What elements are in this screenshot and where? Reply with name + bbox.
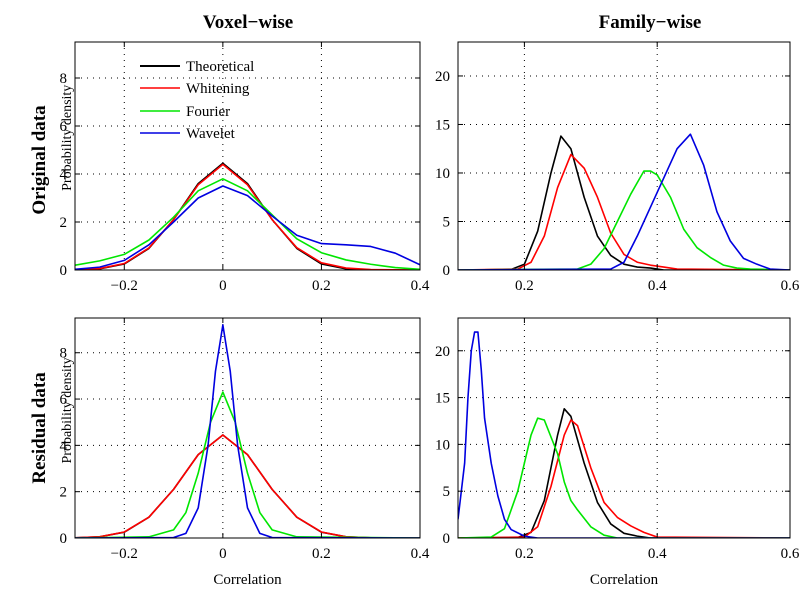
y-tick-label: 10: [435, 166, 450, 182]
y-tick-label: 20: [435, 344, 450, 360]
series-line-whitening: [75, 163, 420, 270]
y-tick-label: 0: [60, 531, 68, 547]
x-tick-label: 0: [219, 546, 227, 562]
y-tick-label: 8: [60, 346, 68, 362]
series-line-theoretical: [75, 162, 420, 270]
series-line-wavelet: [75, 185, 420, 270]
legend-label-theoretical: Theoretical: [186, 59, 254, 75]
axes-frame: [457, 317, 791, 539]
axes-frame: [74, 41, 421, 271]
series-line-fourier: [458, 170, 790, 270]
x-tick-label: 0.4: [648, 278, 667, 294]
x-tick-label: −0.2: [111, 278, 138, 294]
curves-top-right: [458, 133, 790, 270]
y-tick-label: 6: [60, 392, 68, 408]
series-line-wavelet: [458, 133, 790, 270]
y-tick-label: 15: [435, 117, 450, 133]
panel-top-right: 0.2 0.4 0.6 0 5 10 15 20: [435, 41, 800, 294]
panel-bottom-left: −0.2 0 0.2 0.4 0 2 4 6 8 Correlation Probability d…: [60, 317, 430, 588]
series-line-fourier: [458, 417, 790, 538]
series-line-whitening: [458, 153, 790, 270]
series-line-whitening: [75, 434, 420, 538]
legend-label-whitening: Whitening: [186, 81, 250, 97]
series-line-theoretical: [75, 434, 420, 538]
y-tick-label: 4: [60, 438, 68, 454]
legend: Theoretical Whitening Fourier Wavelet: [140, 59, 254, 142]
x-tick-label: 0.2: [515, 278, 534, 294]
curves-bottom-left: [75, 324, 420, 538]
y-axis-label: Probability density: [60, 85, 75, 191]
legend-label-fourier: Fourier: [186, 104, 230, 120]
curves-top-left: [75, 162, 420, 270]
y-tick-label: 4: [60, 167, 68, 183]
y-tick-label: 2: [60, 485, 68, 501]
legend-label-wavelet: Wavelet: [186, 126, 236, 142]
x-tick-label: 0: [219, 278, 227, 294]
panel-bottom-right: 0.2 0.4 0.6 0 5 10 15 20 Correlation: [435, 317, 800, 588]
y-tick-label: 5: [443, 214, 451, 230]
y-tick-label: 10: [435, 437, 450, 453]
series-line-wavelet: [458, 331, 790, 538]
x-tick-label: 0.4: [411, 546, 430, 562]
row-title-original-data: Original data: [29, 105, 50, 215]
series-line-theoretical: [458, 135, 790, 270]
series-line-fourier: [75, 178, 420, 270]
x-tick-label: 0.2: [515, 546, 534, 562]
series-line-wavelet: [75, 324, 420, 538]
y-tick-label: 0: [443, 531, 451, 547]
y-tick-label: 15: [435, 391, 450, 407]
y-tick-label: 20: [435, 69, 450, 85]
row-title-residual-data: Residual data: [29, 372, 50, 484]
x-tick-label: −0.2: [111, 546, 138, 562]
x-tick-label: 0.6: [781, 278, 800, 294]
y-tick-label: 2: [60, 215, 68, 231]
y-tick-label: 0: [60, 263, 68, 279]
x-tick-label: 0.4: [648, 546, 667, 562]
column-title-family-wise: Family−wise: [599, 12, 702, 33]
x-tick-label: 0.6: [781, 546, 800, 562]
x-tick-label: 0.4: [411, 278, 430, 294]
x-axis-label: Correlation: [590, 572, 659, 588]
x-tick-label: 0.2: [312, 278, 331, 294]
y-tick-label: 6: [60, 119, 68, 135]
y-axis-label: Probability density: [60, 357, 75, 463]
y-tick-label: 8: [60, 71, 68, 87]
column-title-voxel-wise: Voxel−wise: [203, 12, 293, 33]
x-axis-label: Correlation: [213, 572, 282, 588]
y-tick-label: 5: [443, 484, 451, 500]
axes-frame: [74, 317, 421, 539]
x-tick-label: 0.2: [312, 546, 331, 562]
y-tick-label: 0: [443, 263, 451, 279]
series-line-whitening: [458, 419, 790, 538]
series-line-theoretical: [458, 408, 790, 538]
curves-bottom-right: [458, 331, 790, 538]
series-line-fourier: [75, 391, 420, 538]
axes-frame: [457, 41, 791, 271]
